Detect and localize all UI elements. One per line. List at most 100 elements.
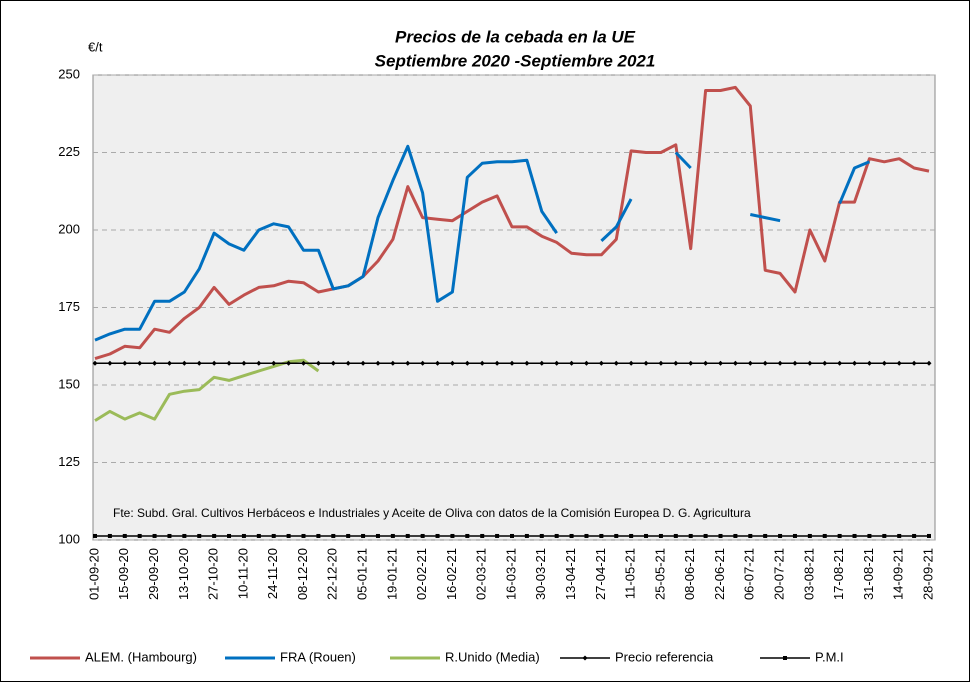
- x-tick-label: 29-09-20: [146, 548, 161, 600]
- point-marker: [479, 360, 485, 366]
- point-marker: [92, 360, 98, 366]
- point-marker: [613, 360, 619, 366]
- point-marker: [152, 533, 157, 538]
- source-note: Fte: Subd. Gral. Cultivos Herbáceos e In…: [113, 506, 751, 520]
- x-tick-label: 27-10-20: [206, 548, 221, 600]
- point-marker: [360, 360, 366, 366]
- x-tick-label: 20-07-21: [772, 548, 787, 600]
- point-marker: [226, 360, 232, 366]
- x-tick-label: 28-09-21: [920, 548, 935, 600]
- point-marker: [346, 533, 351, 538]
- x-tick-label: 02-03-21: [474, 548, 489, 600]
- y-tick-label: 175: [58, 299, 80, 314]
- series-line: [94, 85, 930, 361]
- point-marker: [524, 533, 529, 538]
- point-marker: [912, 533, 917, 538]
- point-marker: [196, 360, 202, 366]
- x-tick-label: 17-08-21: [831, 548, 846, 600]
- point-marker: [390, 533, 395, 538]
- point-marker: [495, 533, 500, 538]
- point-marker: [837, 360, 843, 366]
- chart-title: Precios de la cebada en la UE: [395, 27, 636, 46]
- point-marker: [614, 533, 619, 538]
- point-marker: [762, 360, 768, 366]
- point-marker: [866, 360, 872, 366]
- point-marker: [256, 360, 262, 366]
- chart-subtitle: Septiembre 2020 -Septiembre 2021: [375, 51, 656, 70]
- x-tick-label: 16-03-21: [503, 548, 518, 600]
- y-axis-label: €/t: [88, 39, 103, 54]
- y-tick-label: 200: [58, 221, 80, 236]
- point-marker: [227, 533, 232, 538]
- point-marker: [465, 533, 470, 538]
- x-tick-label: 22-12-20: [325, 548, 340, 600]
- point-marker: [897, 533, 902, 538]
- x-tick-label: 13-04-21: [563, 548, 578, 600]
- point-marker: [286, 533, 291, 538]
- x-tick-label: 03-08-21: [801, 548, 816, 600]
- point-marker: [792, 360, 798, 366]
- point-marker: [449, 360, 455, 366]
- point-marker: [777, 360, 783, 366]
- point-marker: [569, 533, 574, 538]
- point-marker: [464, 360, 470, 366]
- legend-label: FRA (Rouen): [280, 649, 356, 664]
- y-tick-label: 250: [58, 66, 80, 81]
- legend-label: P.M.I: [815, 649, 844, 664]
- x-tick-label: 01-09-20: [86, 548, 101, 600]
- x-tick-label: 06-07-21: [742, 548, 757, 600]
- point-marker: [643, 360, 649, 366]
- point-marker: [93, 533, 97, 538]
- point-marker: [554, 360, 560, 366]
- x-tick-label: 30-03-21: [533, 548, 548, 600]
- point-marker: [271, 533, 276, 538]
- point-marker: [315, 360, 321, 366]
- point-marker: [718, 533, 723, 538]
- point-marker: [420, 533, 425, 538]
- point-marker: [852, 533, 857, 538]
- point-marker: [450, 533, 455, 538]
- point-marker: [599, 533, 604, 538]
- point-marker: [435, 360, 441, 366]
- point-marker: [867, 533, 872, 538]
- point-marker: [778, 533, 783, 538]
- point-marker: [554, 533, 559, 538]
- point-marker: [747, 360, 753, 366]
- x-tick-label: 25-05-21: [652, 548, 667, 600]
- x-tick-label: 16-02-21: [444, 548, 459, 600]
- x-tick-label: 10-11-20: [235, 548, 250, 599]
- point-marker: [792, 533, 797, 538]
- point-marker: [927, 533, 931, 538]
- point-marker: [345, 360, 351, 366]
- point-marker: [732, 360, 738, 366]
- point-marker: [212, 533, 217, 538]
- point-marker: [375, 533, 380, 538]
- point-marker: [510, 533, 514, 538]
- point-marker: [926, 360, 932, 366]
- point-marker: [673, 360, 679, 366]
- point-marker: [583, 360, 589, 366]
- point-marker: [137, 533, 142, 538]
- point-marker: [211, 360, 217, 366]
- point-marker: [882, 533, 887, 538]
- point-marker: [405, 533, 410, 538]
- y-tick-label: 125: [58, 454, 80, 469]
- x-tick-label: 11-05-21: [623, 548, 638, 599]
- point-marker: [688, 360, 694, 366]
- point-marker: [628, 360, 634, 366]
- point-marker: [582, 655, 588, 661]
- point-marker: [539, 533, 544, 538]
- point-marker: [181, 360, 187, 366]
- point-marker: [301, 533, 306, 538]
- point-marker: [703, 533, 708, 538]
- x-tick-label: 14-09-21: [891, 548, 906, 600]
- point-marker: [167, 533, 172, 538]
- point-marker: [390, 360, 396, 366]
- point-marker: [420, 360, 426, 366]
- point-marker: [658, 360, 664, 366]
- point-marker: [375, 360, 381, 366]
- point-marker: [629, 533, 634, 538]
- point-marker: [241, 360, 247, 366]
- plot-area: [92, 74, 936, 541]
- point-marker: [688, 533, 693, 538]
